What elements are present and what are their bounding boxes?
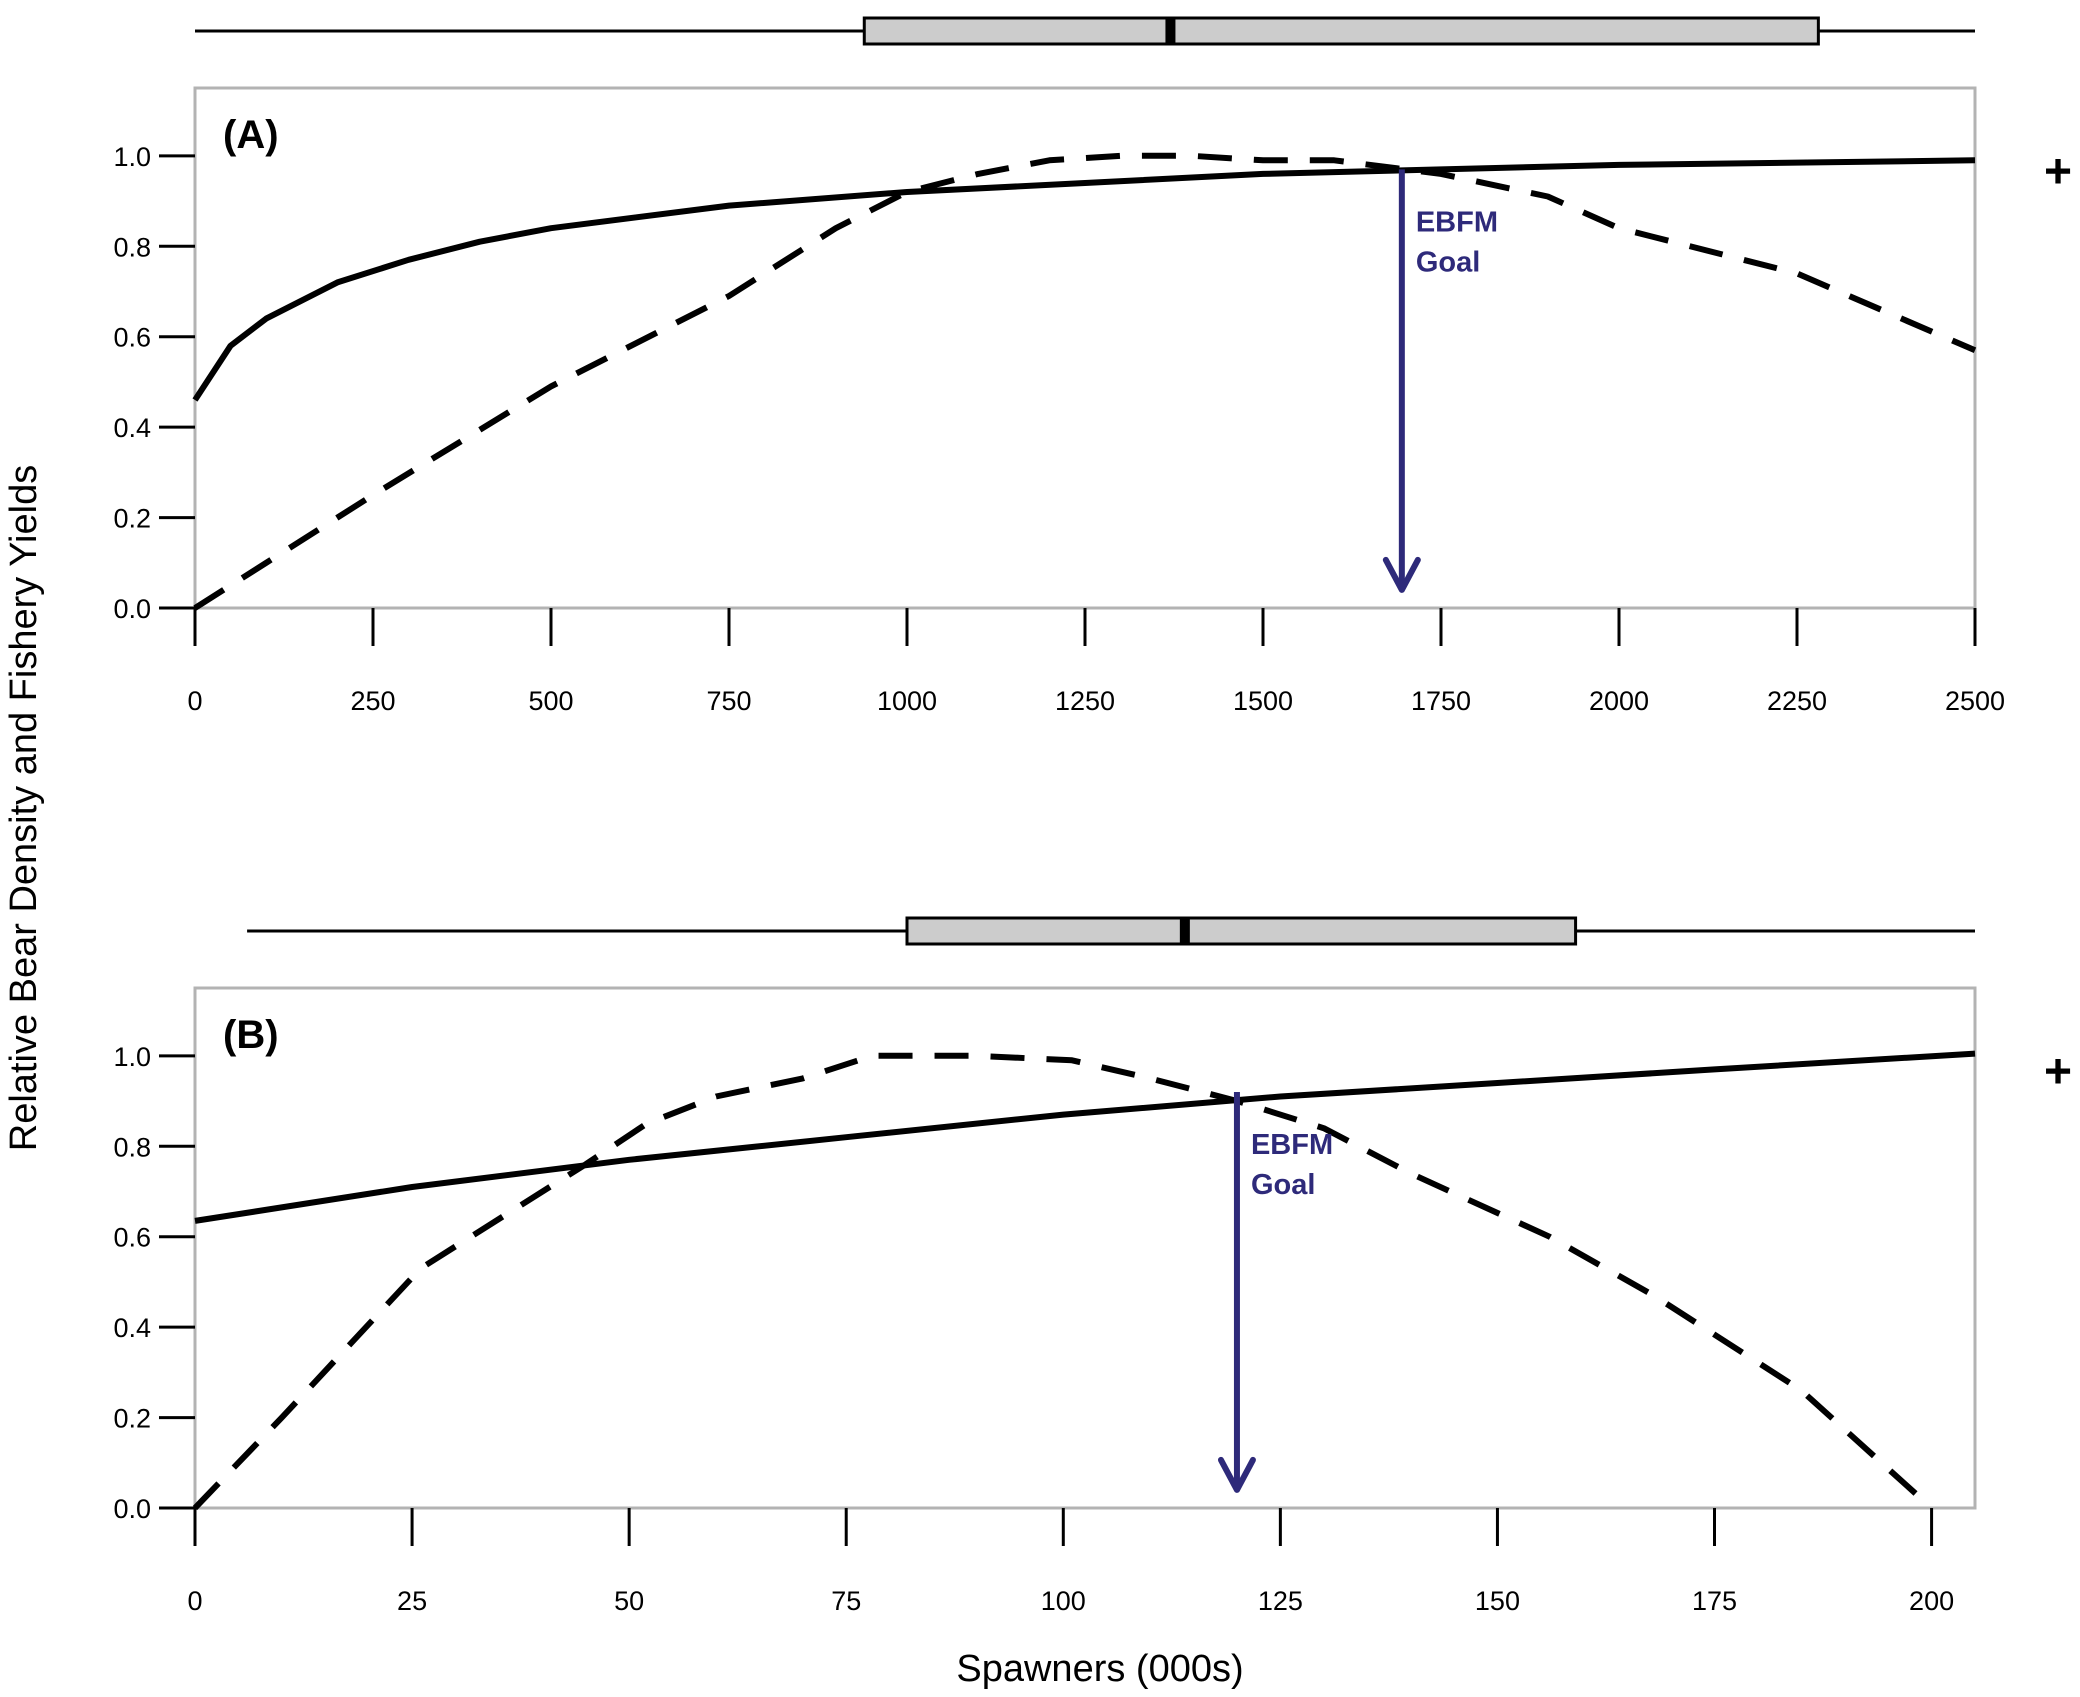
x-tick-label: 1250	[1055, 686, 1115, 716]
y-tick-label: 0.6	[113, 323, 151, 353]
arrow-head-a	[1382, 556, 1421, 593]
y-tick-label: 1.0	[113, 1042, 151, 1072]
x-tick-label: 200	[1909, 1586, 1954, 1616]
x-tick-label: 0	[187, 1586, 202, 1616]
boxplot-b	[247, 916, 1975, 946]
y-tick-label: 0.8	[113, 1132, 151, 1162]
x-tick-label: 500	[528, 686, 573, 716]
plot-frame-b	[193, 986, 1977, 1510]
series-group-a	[192, 152, 1977, 611]
panel-b: 0.0 0.2 0.4 0.6 0.8 1.0 0 25 50 75 100 125 150 175 20…	[113, 916, 2072, 1616]
x-tick-label: 2500	[1945, 686, 2005, 716]
outlier-marker-a: +	[2044, 145, 2072, 198]
annotation-b: EBFM Goal	[1217, 1092, 1333, 1493]
y-tick-label: 0.0	[113, 1494, 151, 1524]
y-axis-a: 0.0 0.2 0.4 0.6 0.8 1.0	[113, 142, 195, 624]
series-group-b	[192, 1050, 1976, 1511]
x-tick-label: 125	[1258, 1586, 1303, 1616]
goal-label-a: Goal	[1416, 246, 1480, 278]
x-tick-label: 2000	[1589, 686, 1649, 716]
y-tick-label: 0.8	[113, 232, 151, 262]
boxplot-a	[195, 16, 1975, 46]
bear-density-line	[192, 157, 1976, 402]
x-tick-label: 100	[1041, 1586, 1086, 1616]
panel-a: 0.0 0.2 0.4 0.6 0.8 1.0 0 250 500 750 1000 1250 150…	[113, 16, 2072, 716]
outlier-marker-b: +	[2044, 1045, 2072, 1098]
x-tick-label: 250	[350, 686, 395, 716]
x-axis-title: Spawners (000s)	[956, 1648, 1243, 1690]
x-tick-label: 50	[614, 1586, 644, 1616]
annotation-a: EBFM Goal	[1382, 169, 1498, 593]
ebfm-label-b: EBFM	[1251, 1129, 1333, 1161]
y-tick-label: 0.6	[113, 1223, 151, 1253]
x-tick-label: 175	[1692, 1586, 1737, 1616]
panel-label-b: (B)	[223, 1013, 279, 1057]
y-axis-b: 0.0 0.2 0.4 0.6 0.8 1.0	[113, 1042, 195, 1524]
x-tick-label: 1500	[1233, 686, 1293, 716]
fishery-yield-line	[192, 1052, 1934, 1511]
bear-density-line	[194, 1050, 1976, 1224]
x-tick-label: 150	[1475, 1586, 1520, 1616]
x-tick-label: 75	[831, 1586, 861, 1616]
ebfm-label-a: EBFM	[1416, 206, 1498, 238]
y-tick-label: 0.4	[113, 1313, 151, 1343]
y-tick-label: 1.0	[113, 142, 151, 172]
y-axis-title: Relative Bear Density and Fishery Yields	[3, 465, 45, 1151]
x-axis-a: 0 250 500 750 1000 1250 1500 1750 2000 2250 2500	[187, 608, 2005, 716]
box-iqr	[862, 16, 1820, 46]
y-tick-label: 0.2	[113, 504, 151, 534]
y-tick-label: 0.2	[113, 1404, 151, 1434]
x-tick-label: 25	[397, 1586, 427, 1616]
box-iqr	[905, 916, 1578, 946]
fishery-yield-line	[193, 152, 1977, 611]
x-tick-label: 0	[187, 686, 202, 716]
panel-label-a: (A)	[223, 113, 279, 157]
x-tick-label: 1000	[877, 686, 937, 716]
x-tick-label: 1750	[1411, 686, 1471, 716]
goal-label-b: Goal	[1251, 1169, 1315, 1201]
x-tick-label: 750	[706, 686, 751, 716]
arrow-head-b	[1217, 1456, 1256, 1493]
x-axis-b: 0 25 50 75 100 125 150 175 200	[187, 1508, 1954, 1616]
y-tick-label: 0.0	[113, 594, 151, 624]
x-tick-label: 2250	[1767, 686, 1827, 716]
y-tick-label: 0.4	[113, 413, 151, 443]
